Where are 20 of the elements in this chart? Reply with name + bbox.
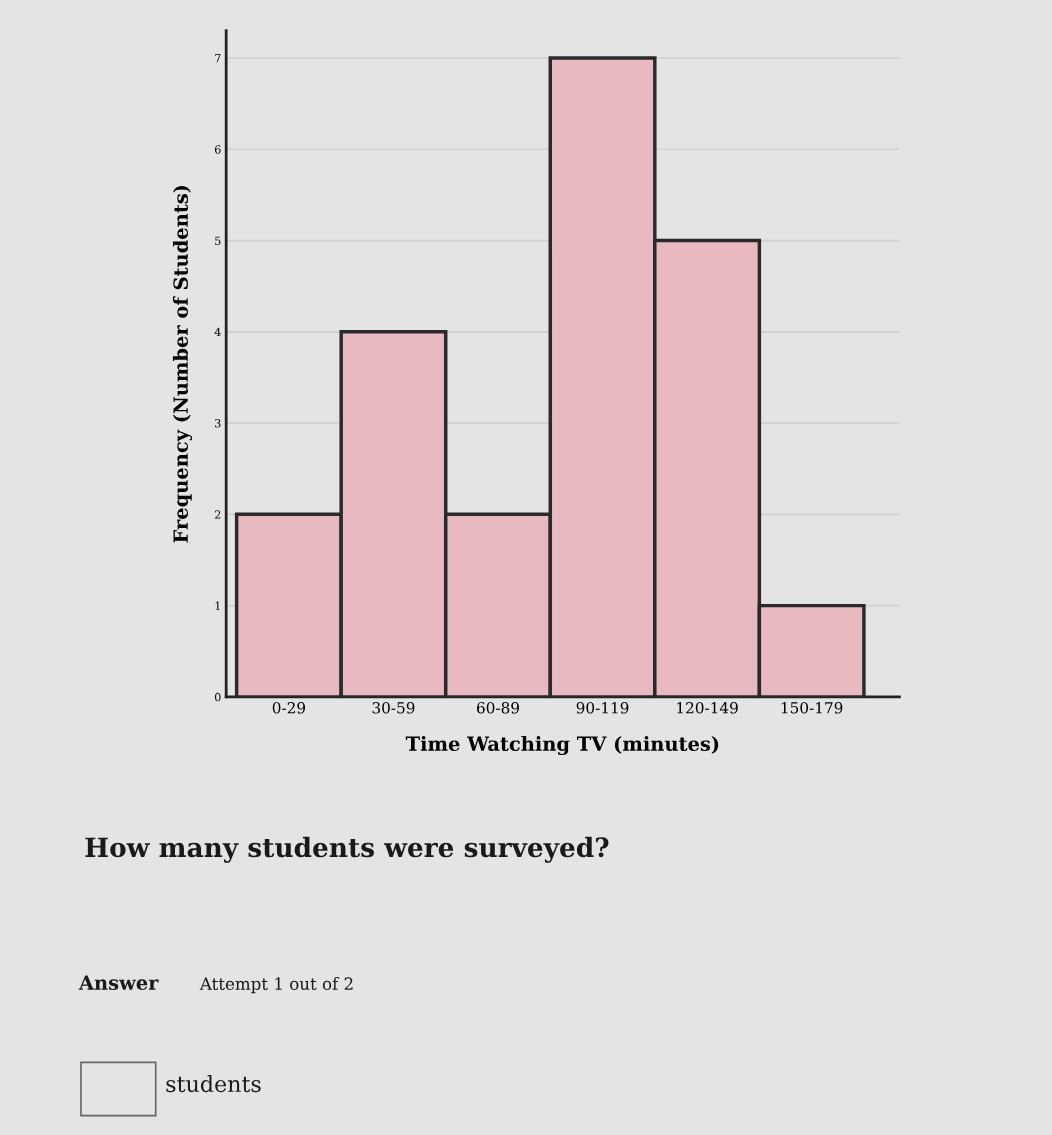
x-tick-label: 0-29 [272,702,306,714]
x-tick-label: 90-119 [576,702,629,714]
y-tick-label: 6 [214,145,221,154]
y-tick-label: 0 [214,692,221,702]
y-tick-label: 1 [215,601,220,610]
y-tick-label: 7 [215,54,221,63]
x-tick-label: 30-59 [372,702,415,714]
y-tick-label: 4 [214,327,221,337]
x-tick-label: 150-179 [781,702,843,714]
x-tick-label: 120-149 [677,702,738,714]
x-tick-label: 60-89 [477,702,519,714]
text: Attempt 1 out of 2 [199,977,353,994]
text: students [166,1074,261,1093]
y-axis-title: Frequency (Number of Students) [172,185,193,543]
y-tick-label: 5 [215,236,221,245]
y-tick-label: 2 [215,510,221,519]
x-axis-title: Time Watching TV (minutes) [405,735,719,756]
text: How many students were surveyed? [85,836,609,863]
y-tick-label: 3 [215,419,221,428]
text: Answer [78,975,159,990]
